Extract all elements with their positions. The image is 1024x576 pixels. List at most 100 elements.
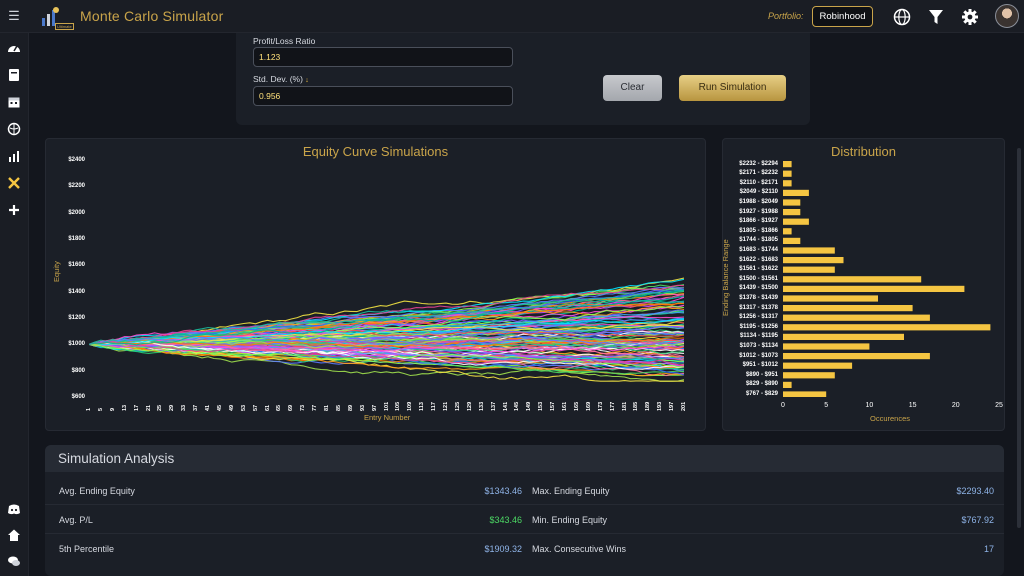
equity-x-tick: 169	[585, 401, 592, 411]
equity-series-line	[89, 305, 684, 346]
distribution-x-tick: 20	[951, 402, 960, 409]
menu-icon[interactable]: ☰	[8, 8, 20, 23]
distribution-category-label: $1561 - $1622	[739, 266, 778, 273]
equity-x-tick: 97	[371, 404, 378, 411]
portfolio-button[interactable]: Robinhood	[812, 6, 873, 27]
distribution-panel: Distribution	[722, 138, 1005, 431]
filter-icon[interactable]	[927, 8, 945, 26]
dashboard-icon[interactable]	[7, 41, 21, 55]
equity-x-tick: 141	[502, 401, 509, 411]
equity-x-tick: 197	[669, 401, 676, 411]
equity-x-tick: 133	[478, 401, 485, 411]
distribution-bar	[783, 324, 991, 331]
equity-series-line	[89, 290, 684, 346]
distribution-bar	[783, 295, 878, 302]
distribution-bar	[783, 247, 835, 254]
distribution-category-label: $1439 - $1500	[739, 285, 778, 292]
run-simulation-button[interactable]: Run Simulation	[679, 75, 786, 101]
equity-x-tick: 177	[609, 401, 616, 411]
equity-x-tick: 117	[431, 402, 438, 411]
distribution-category-label: $1805 - $1866	[739, 227, 778, 234]
discord-icon[interactable]	[7, 502, 21, 516]
stat-label: Avg. P/L	[59, 515, 93, 525]
distribution-title: Distribution	[830, 144, 897, 159]
globe-icon[interactable]	[893, 8, 911, 26]
brain-icon[interactable]	[7, 122, 21, 136]
distribution-bar	[783, 189, 809, 196]
edition-badge: Ultimate	[55, 23, 74, 30]
distribution-category-label: $767 - $829	[745, 390, 778, 397]
home-icon[interactable]	[7, 528, 21, 542]
stat-label: Max. Consecutive Wins	[532, 544, 627, 554]
equity-x-tick: 121	[443, 401, 449, 411]
equity-x-tick: 5	[97, 407, 104, 411]
profit-loss-input[interactable]: 1.123	[253, 47, 513, 67]
plus-icon[interactable]	[7, 203, 21, 217]
equity-y-tick: $2400	[68, 157, 85, 163]
stat-value: 17	[983, 544, 994, 554]
distribution-x-tick: 0	[781, 402, 785, 409]
tools-icon[interactable]	[7, 176, 21, 190]
distribution-category-label: $829 - $890	[745, 381, 778, 388]
distribution-bar	[783, 343, 870, 350]
clear-button[interactable]: Clear	[603, 75, 662, 101]
profit-loss-label: Profit/Loss Ratio	[253, 36, 316, 46]
distribution-category-label: $1195 - $1256	[739, 323, 778, 330]
stat-value: $2293.40	[956, 486, 994, 496]
equity-x-tick: 105	[395, 401, 402, 411]
distribution-bar	[783, 161, 792, 168]
equity-x-tick: 161	[562, 401, 568, 411]
top-bar: ☰ Ultimate Monte Carlo Simulator Portfol…	[0, 0, 1024, 33]
equity-x-tick: 113	[419, 402, 426, 411]
equity-x-tick: 137	[490, 401, 497, 411]
journal-icon[interactable]	[7, 68, 21, 82]
distribution-category-label: $951 - $1012	[742, 362, 778, 369]
std-dev-input[interactable]: 0.956	[253, 86, 513, 106]
equity-x-tick: 181	[621, 401, 628, 411]
chat-icon[interactable]	[7, 554, 21, 568]
calendar-icon[interactable]	[7, 95, 21, 109]
distribution-bar	[783, 285, 965, 292]
equity-x-tick: 89	[347, 404, 354, 411]
equity-x-tick: 45	[216, 404, 223, 411]
equity-series-line	[89, 286, 684, 345]
distribution-x-tick: 25	[995, 402, 1003, 409]
distribution-category-label: $1622 - $1683	[739, 256, 778, 263]
distribution-bar	[783, 218, 809, 225]
distribution-category-label: $2171 - $2232	[739, 170, 778, 177]
equity-x-tick: 173	[597, 401, 604, 411]
equity-x-tick: 145	[514, 401, 521, 411]
scrollbar[interactable]	[1017, 148, 1021, 528]
chart-icon[interactable]	[7, 149, 21, 163]
app-title: Monte Carlo Simulator	[80, 8, 224, 24]
stat-value: $1343.46	[484, 486, 522, 496]
equity-series-line	[89, 343, 684, 377]
equity-y-tick: $2000	[68, 209, 85, 216]
equity-x-tick: 37	[193, 404, 200, 411]
distribution-bars	[783, 161, 991, 397]
distribution-x-tick: 5	[824, 402, 829, 409]
distribution-category-label: $2232 - $2294	[739, 160, 778, 167]
stat-value-positive: $343.46	[489, 515, 522, 525]
equity-x-tick: 157	[550, 401, 557, 411]
gear-icon[interactable]	[961, 8, 979, 26]
equity-y-tick: $1400	[68, 288, 85, 295]
distribution-category-label: $1256 - $1317	[739, 314, 778, 321]
distribution-category-label: $1500 - $1561	[739, 275, 778, 282]
equity-y-tick: $800	[71, 367, 85, 374]
equity-x-tick: 149	[526, 401, 533, 411]
distribution-x-axis-label: Occurences	[870, 414, 911, 423]
distribution-bar	[783, 391, 827, 397]
equity-series-line	[89, 300, 684, 345]
equity-x-tick: 21	[145, 404, 152, 411]
stat-row: Avg. P/L $343.46 Min. Ending Equity $767…	[45, 505, 1004, 534]
stat-label: 5th Percentile	[59, 544, 115, 554]
equity-x-tick: 41	[205, 404, 211, 411]
equity-x-tick: 25	[157, 404, 164, 411]
analysis-title: Simulation Analysis	[58, 451, 175, 466]
equity-y-tick: $1600	[68, 262, 85, 269]
avatar[interactable]	[995, 4, 1019, 28]
equity-x-tick: 73	[300, 404, 307, 411]
distribution-category-label: $1744 - $1805	[739, 237, 778, 244]
equity-chart-title: Equity Curve Simulations	[302, 144, 449, 159]
